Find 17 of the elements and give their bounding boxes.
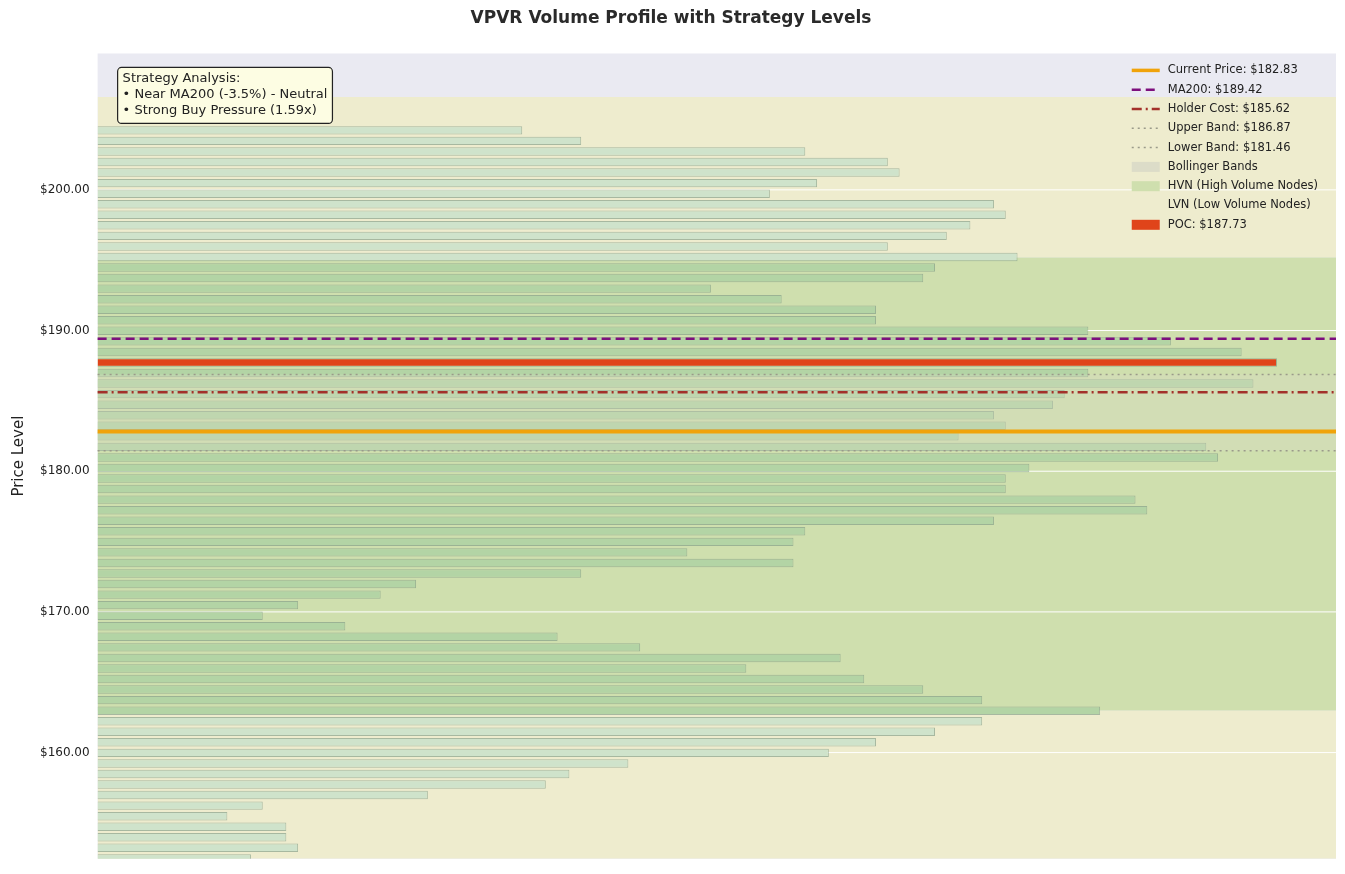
legend-label: Bollinger Bands bbox=[1167, 158, 1258, 173]
band-label: LVN (Low Volume Nodes) bbox=[1167, 197, 1311, 212]
legend-label: HVN (High Volume Nodes) bbox=[1167, 178, 1318, 193]
legend-label: POC: $187.73 bbox=[1167, 216, 1247, 231]
legend-label: MA200: $189.42 bbox=[1167, 81, 1263, 96]
y-tick-label: $170.00 bbox=[40, 604, 90, 619]
legend-label: Current Price: $182.83 bbox=[1167, 62, 1298, 77]
legend-label: Upper Band: $186.87 bbox=[1167, 120, 1291, 135]
legend-label: Lower Band: $181.46 bbox=[1167, 139, 1291, 154]
legend-label: Holder Cost: $185.62 bbox=[1167, 100, 1291, 115]
chart-title: VPVR Volume Profile with Strategy Levels bbox=[470, 6, 872, 27]
annotation: Strategy Analysis: • Near MA200 (-3.5%) - Neutral • Strong Buy Pressure (1.59x) bbox=[122, 70, 328, 118]
y-tick-label: $180.00 bbox=[40, 463, 90, 478]
y-tick-label: $190.00 bbox=[40, 322, 90, 337]
y-axis-title: Price Level bbox=[8, 415, 27, 497]
y-tick-label: $200.00 bbox=[40, 181, 90, 196]
y-tick-label: $160.00 bbox=[40, 744, 90, 759]
